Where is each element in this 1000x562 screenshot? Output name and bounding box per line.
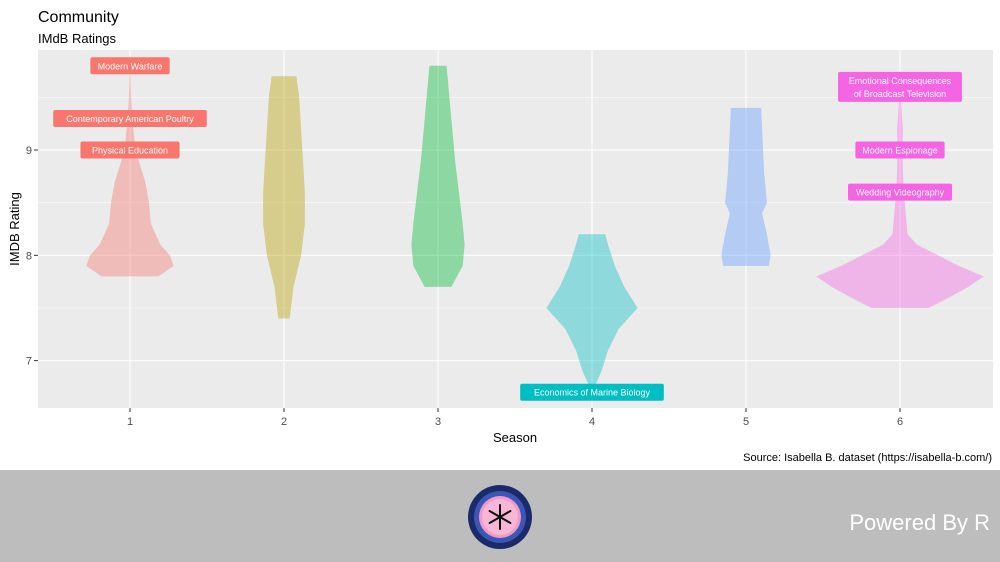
violin-season-3	[411, 65, 465, 287]
episode-label-box	[80, 141, 180, 159]
episode-label-text: Physical Education	[92, 146, 168, 156]
x-tick-label: 3	[435, 416, 441, 428]
footer-bar: Powered By R	[0, 470, 1000, 562]
episode-label: Economics of Marine Biology	[520, 383, 664, 401]
episode-label-text: Contemporary American Poultry	[66, 114, 194, 124]
y-tick-label: 9	[26, 145, 32, 157]
grid-lines	[38, 50, 993, 408]
plot-panel	[38, 50, 993, 408]
episode-label-box	[90, 57, 170, 75]
episode-label: Contemporary American Poultry	[53, 109, 207, 127]
episode-label-text: Economics of Marine Biology	[534, 388, 651, 398]
y-axis-title: IMDB Rating	[7, 192, 22, 266]
chart-subtitle: IMdB Ratings	[38, 31, 117, 46]
violin-season-1	[86, 65, 174, 277]
violin-season-5	[721, 107, 771, 266]
x-tick-label: 4	[589, 416, 595, 428]
violins	[86, 65, 984, 393]
x-axis-title: Season	[493, 430, 537, 445]
episode-label-box	[855, 141, 945, 159]
episode-label-text: Emotional Consequences	[849, 76, 952, 86]
violin-season-2	[263, 76, 305, 319]
episode-label-box	[838, 71, 962, 102]
chart-title: Community	[38, 9, 119, 26]
episode-label-text: Modern Espionage	[862, 146, 938, 156]
episode-label-text: Modern Warfare	[98, 61, 163, 71]
y-tick-label: 8	[26, 250, 32, 262]
episode-label: Modern Espionage	[855, 141, 945, 159]
axes: 7 8 9 1 2 3 4 5 6	[26, 145, 903, 428]
episode-label-box	[520, 383, 664, 401]
episode-label: Modern Warfare	[90, 57, 170, 75]
episode-label-text: of Broadcast Television	[854, 89, 946, 99]
episode-labels: Modern Warfare Contemporary American Poul…	[53, 57, 962, 401]
chart-caption: Source: Isabella B. dataset (https://isa…	[743, 452, 992, 464]
episode-label-box	[53, 109, 207, 127]
episode-label-text: Wedding Videography	[856, 188, 945, 198]
episode-label: Emotional Consequences of Broadcast Telev…	[838, 71, 962, 102]
violin-chart: Community IMdB Ratings Modern Warfare Con…	[7, 9, 993, 464]
x-tick-label: 2	[281, 416, 287, 428]
violin-season-4	[546, 234, 638, 393]
x-tick-label: 6	[897, 416, 903, 428]
episode-label: Wedding Videography	[847, 183, 953, 201]
y-tick-label: 7	[26, 356, 32, 368]
powered-by-text: Powered By R	[849, 510, 990, 535]
x-tick-label: 5	[743, 416, 749, 428]
x-tick-label: 1	[127, 416, 133, 428]
episode-label-box	[847, 183, 953, 201]
community-fan-badge-icon	[468, 485, 532, 549]
episode-label: Physical Education	[80, 141, 180, 159]
